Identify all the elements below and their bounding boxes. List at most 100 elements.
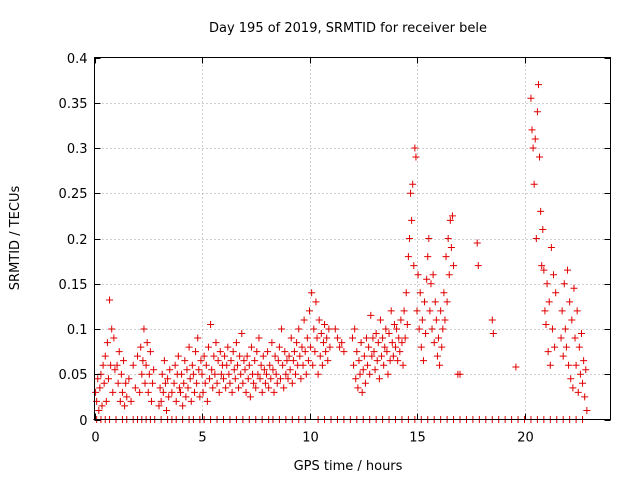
data-point (302, 370, 310, 378)
data-point (185, 343, 193, 351)
data-point (541, 307, 549, 315)
data-point (109, 388, 117, 396)
data-point (575, 343, 583, 351)
data-point (361, 379, 369, 387)
data-point (562, 343, 570, 351)
data-point (127, 397, 135, 405)
data-point (269, 366, 277, 374)
data-point (370, 348, 378, 356)
data-point (110, 334, 118, 342)
data-point (158, 370, 166, 378)
data-point (423, 275, 431, 283)
data-point (221, 352, 229, 360)
data-point (280, 384, 288, 392)
data-point (351, 325, 359, 333)
data-point (408, 216, 416, 224)
data-point (303, 334, 311, 342)
data-point (149, 379, 157, 387)
data-point (301, 348, 309, 356)
x-tick-label: 20 (517, 431, 534, 446)
data-point (137, 343, 145, 351)
data-point (357, 339, 365, 347)
data-point (560, 280, 568, 288)
data-point (129, 361, 137, 369)
data-point (445, 271, 453, 279)
data-point (398, 339, 406, 347)
data-point (544, 348, 552, 356)
data-point (413, 307, 421, 315)
data-point (271, 352, 279, 360)
data-point (407, 189, 415, 197)
data-point (166, 366, 174, 374)
data-point (286, 366, 294, 374)
data-point (399, 361, 407, 369)
data-point (312, 298, 320, 306)
data-point (145, 370, 153, 378)
data-point (178, 370, 186, 378)
data-point (381, 343, 389, 351)
data-point (375, 375, 383, 383)
data-point (250, 379, 258, 387)
data-point (246, 393, 254, 401)
data-point (165, 393, 173, 401)
data-point (548, 325, 556, 333)
data-point (356, 370, 364, 378)
data-point (256, 375, 264, 383)
data-point (421, 298, 429, 306)
data-point (313, 334, 321, 342)
data-point (309, 361, 317, 369)
data-point (546, 361, 554, 369)
data-point (353, 348, 361, 356)
data-point (534, 81, 542, 89)
data-point (239, 379, 247, 387)
data-point (177, 388, 184, 396)
data-point (94, 375, 102, 383)
x-axis-label: GPS time / hours (294, 459, 403, 474)
y-tick-label: 0.2 (67, 233, 88, 248)
data-point (230, 366, 238, 374)
data-point (195, 366, 203, 374)
data-point (257, 361, 265, 369)
data-point (123, 393, 131, 401)
data-point (279, 361, 287, 369)
data-point (156, 384, 164, 392)
data-point (378, 352, 386, 360)
data-point (350, 361, 358, 369)
data-point (161, 379, 169, 387)
data-point (293, 339, 301, 347)
data-point (292, 370, 300, 378)
data-point (134, 352, 141, 360)
data-point (414, 271, 422, 279)
data-point (550, 271, 558, 279)
data-point (392, 343, 399, 351)
data-point (416, 289, 424, 297)
data-point (212, 339, 220, 347)
grid-lines (94, 57, 611, 420)
data-point (396, 348, 404, 356)
data-point (428, 325, 436, 333)
data-point (435, 334, 442, 342)
data-point (199, 388, 207, 396)
data-point (338, 339, 346, 347)
data-point (400, 307, 408, 315)
data-point (401, 334, 409, 342)
data-point (402, 289, 410, 297)
y-tick-label: 0 (79, 414, 87, 429)
data-point (443, 298, 451, 306)
data-point (424, 253, 432, 261)
data-point (349, 334, 356, 342)
data-point (388, 339, 396, 347)
data-point (300, 316, 308, 324)
data-point (106, 296, 114, 304)
data-point (372, 330, 380, 338)
data-point (362, 334, 370, 342)
data-point (307, 343, 315, 351)
data-point (565, 361, 573, 369)
data-point (290, 348, 298, 356)
data-point (417, 343, 425, 351)
data-point (261, 379, 269, 387)
data-point (150, 366, 158, 374)
data-point (157, 397, 165, 405)
data-point (259, 352, 267, 360)
